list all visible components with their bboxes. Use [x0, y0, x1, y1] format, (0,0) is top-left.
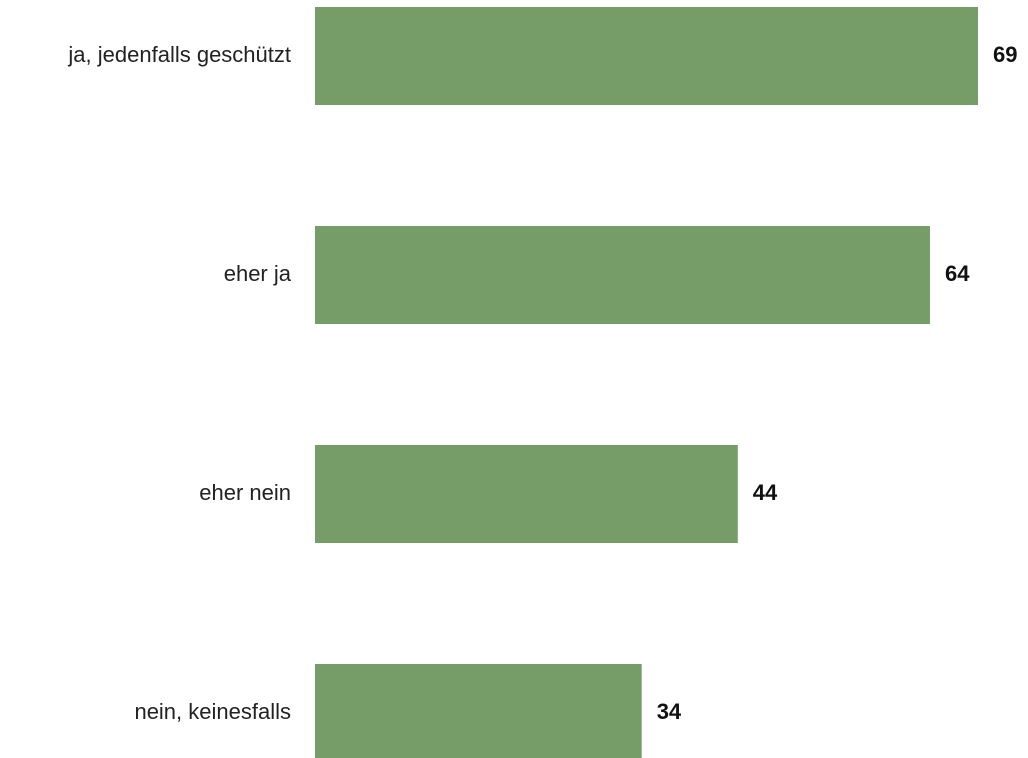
bar-1	[315, 7, 978, 105]
value-label-3: 44	[753, 480, 778, 505]
bar-4	[315, 664, 642, 758]
value-labels-layer: 69 64 44 34	[657, 42, 1018, 724]
category-label-4: nein, keinesfalls	[134, 699, 291, 724]
bars-layer	[315, 7, 978, 758]
bar-3	[315, 445, 738, 543]
category-label-1: ja, jedenfalls geschützt	[67, 42, 291, 67]
value-label-2: 64	[945, 261, 970, 286]
category-labels-layer: ja, jedenfalls geschützt eher ja eher nein…	[67, 42, 291, 724]
category-label-3: eher nein	[199, 480, 291, 505]
bar-2	[315, 226, 930, 324]
value-label-4: 34	[657, 699, 682, 724]
value-label-1: 69	[993, 42, 1017, 67]
category-label-2: eher ja	[224, 261, 292, 286]
